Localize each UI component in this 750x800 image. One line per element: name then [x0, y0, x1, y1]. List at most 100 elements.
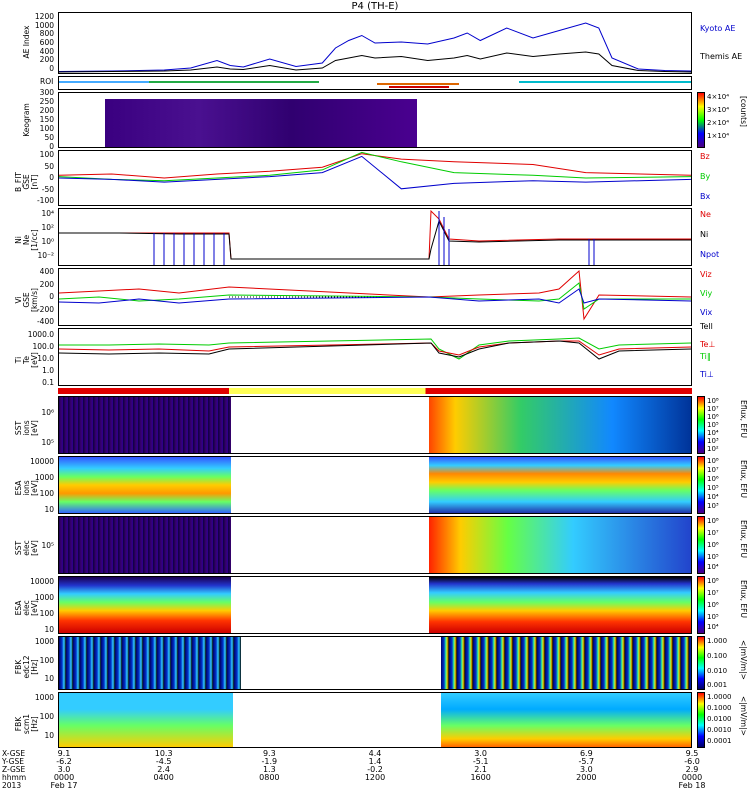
esa-elec-ytick: 10	[44, 625, 54, 634]
fbk-edc12-cbar-tick: 0.100	[707, 652, 728, 660]
xaxis-rowname-year: 2013	[2, 781, 22, 790]
esa-ions-colorbar	[697, 456, 705, 514]
xaxis-rowname-hhmm: hhmm	[2, 773, 27, 782]
sst-ions-colorbar	[697, 396, 705, 454]
keogram-ytick: 0	[49, 142, 54, 151]
temp-ytick: 10.0	[37, 354, 54, 363]
keogram-ytick: 50	[44, 133, 54, 142]
sst-elec-cbar-tick: 10⁶	[707, 541, 719, 549]
keogram-image	[105, 99, 417, 147]
temp-ytick: 0.1	[42, 378, 54, 387]
esa-ions-spectrogram	[58, 456, 692, 514]
esa-ions-ytick: 10000	[30, 457, 54, 466]
ae-plot	[59, 22, 691, 73]
esa-ions-ytick: 10	[44, 505, 54, 514]
roi-label: ROI	[40, 77, 54, 86]
bfield-panel	[58, 150, 692, 206]
esa-elec-ytick: 1000	[34, 593, 54, 602]
bfield-ytick: 50	[44, 161, 54, 171]
plot-title: P4 (TH-E)	[351, 1, 399, 12]
temp-ytick: 1.0	[42, 366, 54, 375]
fbk-edc12-spectrogram	[58, 636, 692, 690]
xaxis-tick-label: 9.5 -6.0 2.9 0000 Feb 18	[678, 749, 706, 790]
legend-ne: Ne	[700, 210, 711, 219]
sst-elec-cbar-label: Eflux, EFU	[739, 520, 748, 558]
velocity-panel	[58, 268, 692, 326]
fbk-scm1-cbar-label: <|mV/m|>	[739, 696, 748, 736]
series-line-bz	[59, 153, 691, 179]
temp-ytick: 1000.0	[27, 330, 54, 339]
series-line-kyoto-ae	[59, 22, 691, 72]
velocity-ytick: -400	[36, 317, 54, 326]
fbk-scm1-ylabel: FBK scm1 [Hz]	[14, 713, 39, 735]
sst-elec-cbar-tick: 10⁴	[707, 563, 719, 571]
ae-ytick: 800	[39, 29, 54, 39]
fbk-scm1-cbar-tick: 0.0100	[707, 715, 732, 723]
ae-ytick: 0	[49, 64, 54, 73]
sst-ions-cbar-tick: 10⁵	[707, 421, 719, 429]
keogram-cbar-tick: 1×10⁴	[707, 132, 730, 140]
fbk-edc12-ylabel: FBK edc12 [Hz]	[14, 655, 39, 679]
fbk-edc12-cbar-tick: 0.001	[707, 681, 728, 689]
velocity-ytick: 400	[39, 267, 54, 276]
fbk-scm1-ytick: 10	[44, 731, 54, 740]
xaxis-tick-label: 6.9 -5.7 3.0 2000	[576, 749, 597, 782]
keogram-panel	[58, 92, 692, 148]
esa-ions-cbar-tick: 10⁶	[707, 475, 719, 483]
esa-elec-cbar-tick: 10⁵	[707, 613, 719, 621]
fbk-edc12-ytick: 1000	[34, 637, 54, 646]
sst-ions-cbar-tick: 10⁶	[707, 413, 719, 421]
density-ytick: 10⁻²	[37, 251, 54, 260]
keogram-colorbar	[697, 92, 705, 148]
temp-ytick: 100.0	[32, 342, 54, 351]
sst-ions-cbar-tick: 10⁴	[707, 429, 719, 437]
esa-ions-ytick: 1000	[34, 473, 54, 482]
esa-ions-cbar-label: Eflux, EFU	[739, 460, 748, 498]
ae-ytick: 200	[39, 55, 54, 65]
sst-elec-cbar-tick: 10⁵	[707, 553, 719, 561]
fbk-edc12-cbar-tick: 0.010	[707, 667, 728, 675]
esa-elec-cbar-tick: 10⁸	[707, 577, 719, 585]
density-ytick: 10²	[41, 223, 54, 232]
legend-ni: Ni	[700, 230, 709, 239]
temp-ti-perp-line	[59, 340, 691, 360]
legend-ti-perp: Ti⊥	[700, 370, 714, 379]
fbk-edc12-colorbar	[697, 636, 705, 690]
legend-bz: Bz	[700, 152, 710, 161]
sst-elec-colorbar	[697, 516, 705, 574]
esa-ions-cbar-tick: 10⁵	[707, 484, 719, 492]
ae-ytick: 400	[39, 46, 54, 56]
fbk-scm1-spectrogram	[58, 692, 692, 748]
density-ytick: 10⁴	[41, 209, 54, 218]
roi-panel	[58, 76, 692, 90]
keogram-cbar-tick: 2×10⁴	[707, 119, 730, 127]
esa-elec-cbar-tick: 10⁴	[707, 623, 719, 631]
temp-te-line	[59, 337, 691, 360]
legend-vix: Vix	[700, 308, 713, 317]
fbk-scm1-cbar-tick: 1.0000	[707, 693, 732, 701]
fbk-scm1-ytick: 100	[39, 712, 54, 721]
xaxis-rowname-x: X-GSE	[2, 749, 26, 758]
mode-bar	[58, 388, 692, 394]
series-line-bx	[59, 155, 691, 190]
sst-elec-spectrogram	[58, 516, 692, 574]
keogram-cbar-label: [counts]	[739, 96, 748, 127]
keogram-ytick: 150	[39, 115, 54, 124]
sst-ions-cbar-label: Eflux, EFU	[739, 400, 748, 438]
esa-ions-cbar-tick: 10⁴	[707, 493, 719, 501]
legend-themis-ae: Themis AE	[700, 52, 743, 61]
velocity-viz-line	[59, 269, 691, 321]
xaxis-tick-label: 4.4 1.4 -0.2 1200	[364, 749, 386, 782]
fbk-edc12-cbar-tick: 1.000	[707, 637, 728, 645]
xaxis-tick-label: 3.0 -5.1 2.1 1600	[470, 749, 491, 782]
keogram-cbar-tick: 4×10⁴	[707, 93, 730, 101]
fbk-scm1-cbar-tick: 0.0001	[707, 737, 732, 745]
sst-ions-ytick: 10⁶	[41, 408, 54, 417]
legend-tell: Tell	[700, 322, 713, 331]
velocity-ytick: 0	[49, 292, 54, 301]
sst-ions-cbar-tick: 10⁷	[707, 405, 719, 413]
ae-ytick: 1000	[34, 20, 54, 30]
velocity-vix-line	[59, 288, 691, 304]
xaxis-tick-label: 10.3 -4.5 2.4 0400	[153, 749, 174, 782]
density-ne-line	[59, 209, 691, 260]
